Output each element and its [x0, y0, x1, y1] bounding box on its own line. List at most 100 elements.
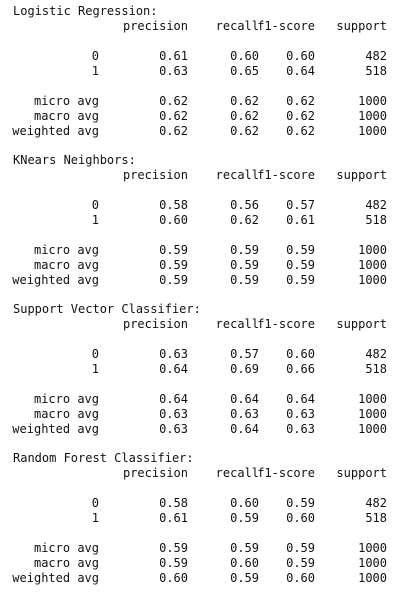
class-row: 0 0.58 0.60 0.59 482 — [13, 496, 401, 511]
metric-value: 482 — [365, 347, 387, 361]
column-header: f1-score — [257, 19, 315, 33]
metric-value: 518 — [365, 511, 387, 525]
average-row: weighted avg 0.60 0.59 0.60 1000 — [12, 571, 401, 586]
metric-value: 1000 — [358, 422, 387, 436]
classification-reports: Logistic Regression: precision recall f1-sc… — [12, 4, 401, 600]
metric-value: 0.62 — [159, 94, 188, 108]
class-row: 1 0.60 0.62 0.61 518 — [13, 213, 401, 228]
metric-value: 0.62 — [286, 109, 315, 123]
spacer — [13, 526, 401, 541]
average-row: micro avg 0.59 0.59 0.59 1000 — [13, 541, 401, 556]
metric-value: 1000 — [358, 541, 387, 555]
row-label: 1 — [91, 511, 99, 525]
column-header: f1-score — [257, 317, 315, 331]
average-row: macro avg 0.59 0.59 0.59 1000 — [13, 258, 401, 273]
metric-value: 0.63 — [286, 407, 315, 421]
column-header: recall — [215, 168, 259, 182]
metric-value: 1000 — [358, 392, 387, 406]
class-row: 1 0.64 0.69 0.66 518 — [13, 362, 401, 377]
metric-value: 1000 — [358, 273, 387, 287]
row-label: weighted avg — [12, 273, 99, 287]
metric-value: 0.57 — [230, 347, 259, 361]
metric-value: 0.59 — [286, 496, 315, 510]
metric-value: 0.59 — [286, 273, 315, 287]
column-header: recall — [215, 19, 259, 33]
class-row: 1 0.63 0.65 0.64 518 — [13, 64, 401, 79]
report-header-row: precision recall f1-score support — [13, 317, 401, 332]
metric-value: 0.59 — [286, 556, 315, 570]
report-header-row: precision recall f1-score support — [13, 19, 401, 34]
metric-value: 0.66 — [286, 362, 315, 376]
row-label: 1 — [91, 213, 99, 227]
row-label: macro avg — [33, 258, 99, 272]
report-header-row: precision recall f1-score support — [13, 168, 401, 183]
metric-value: 0.59 — [159, 541, 188, 555]
metric-value: 0.59 — [230, 541, 259, 555]
column-header: precision — [122, 466, 188, 480]
metric-value: 0.59 — [230, 243, 259, 257]
average-row: micro avg 0.62 0.62 0.62 1000 — [13, 94, 401, 109]
report-title: Support Vector Classifier: — [13, 302, 201, 316]
column-header: f1-score — [257, 466, 315, 480]
metric-value: 0.62 — [286, 124, 315, 138]
average-row: macro avg 0.62 0.62 0.62 1000 — [13, 109, 401, 124]
metric-value: 0.61 — [286, 213, 315, 227]
metric-value: 0.64 — [286, 64, 315, 78]
metric-value: 0.62 — [159, 109, 188, 123]
row-label: 0 — [91, 198, 99, 212]
column-header: f1-score — [257, 168, 315, 182]
column-header: recall — [215, 466, 259, 480]
metric-value: 482 — [365, 198, 387, 212]
metric-value: 518 — [365, 362, 387, 376]
metric-value: 0.62 — [230, 124, 259, 138]
metric-value: 0.59 — [230, 273, 259, 287]
class-row: 0 0.61 0.60 0.60 482 — [13, 49, 401, 64]
column-header: recall — [215, 317, 259, 331]
metric-value: 0.62 — [230, 94, 259, 108]
average-row: micro avg 0.59 0.59 0.59 1000 — [13, 243, 401, 258]
spacer — [13, 34, 401, 49]
average-row: weighted avg 0.62 0.62 0.62 1000 — [12, 124, 401, 139]
row-label: 0 — [91, 49, 99, 63]
row-label: 0 — [91, 496, 99, 510]
metric-value: 0.63 — [159, 407, 188, 421]
classification-report: KNears Neighbors: precision recall f1-score… — [12, 153, 401, 288]
row-label: micro avg — [33, 541, 99, 555]
metric-value: 0.59 — [230, 511, 259, 525]
average-row: weighted avg 0.59 0.59 0.59 1000 — [12, 273, 401, 288]
metric-value: 0.60 — [230, 496, 259, 510]
spacer — [13, 332, 401, 347]
metric-value: 0.64 — [159, 362, 188, 376]
row-label: macro avg — [33, 109, 99, 123]
metric-value: 0.63 — [230, 407, 259, 421]
class-row: 0 0.58 0.56 0.57 482 — [13, 198, 401, 213]
spacer — [13, 481, 401, 496]
column-header: precision — [122, 19, 188, 33]
column-header: support — [336, 466, 387, 480]
metric-value: 0.59 — [286, 243, 315, 257]
metric-value: 1000 — [358, 94, 387, 108]
metric-value: 518 — [365, 64, 387, 78]
metric-value: 0.57 — [286, 198, 315, 212]
metric-value: 0.62 — [230, 213, 259, 227]
metric-value: 0.60 — [286, 49, 315, 63]
classification-report: Random Forest Classifier: precision recall… — [12, 451, 401, 586]
metric-value: 0.59 — [230, 571, 259, 585]
class-row: 1 0.61 0.59 0.60 518 — [13, 511, 401, 526]
metric-value: 0.64 — [230, 392, 259, 406]
metric-value: 0.59 — [159, 273, 188, 287]
metric-value: 0.63 — [159, 422, 188, 436]
metric-value: 0.62 — [286, 94, 315, 108]
metric-value: 0.63 — [286, 422, 315, 436]
row-label: weighted avg — [12, 422, 99, 436]
metric-value: 518 — [365, 213, 387, 227]
metric-value: 0.69 — [230, 362, 259, 376]
metric-value: 0.59 — [159, 243, 188, 257]
row-label: macro avg — [33, 556, 99, 570]
metric-value: 0.60 — [286, 511, 315, 525]
metric-value: 0.59 — [286, 541, 315, 555]
metric-value: 1000 — [358, 243, 387, 257]
metric-value: 1000 — [358, 124, 387, 138]
metric-value: 0.63 — [159, 347, 188, 361]
classification-report: Support Vector Classifier: precision recal… — [12, 302, 401, 437]
